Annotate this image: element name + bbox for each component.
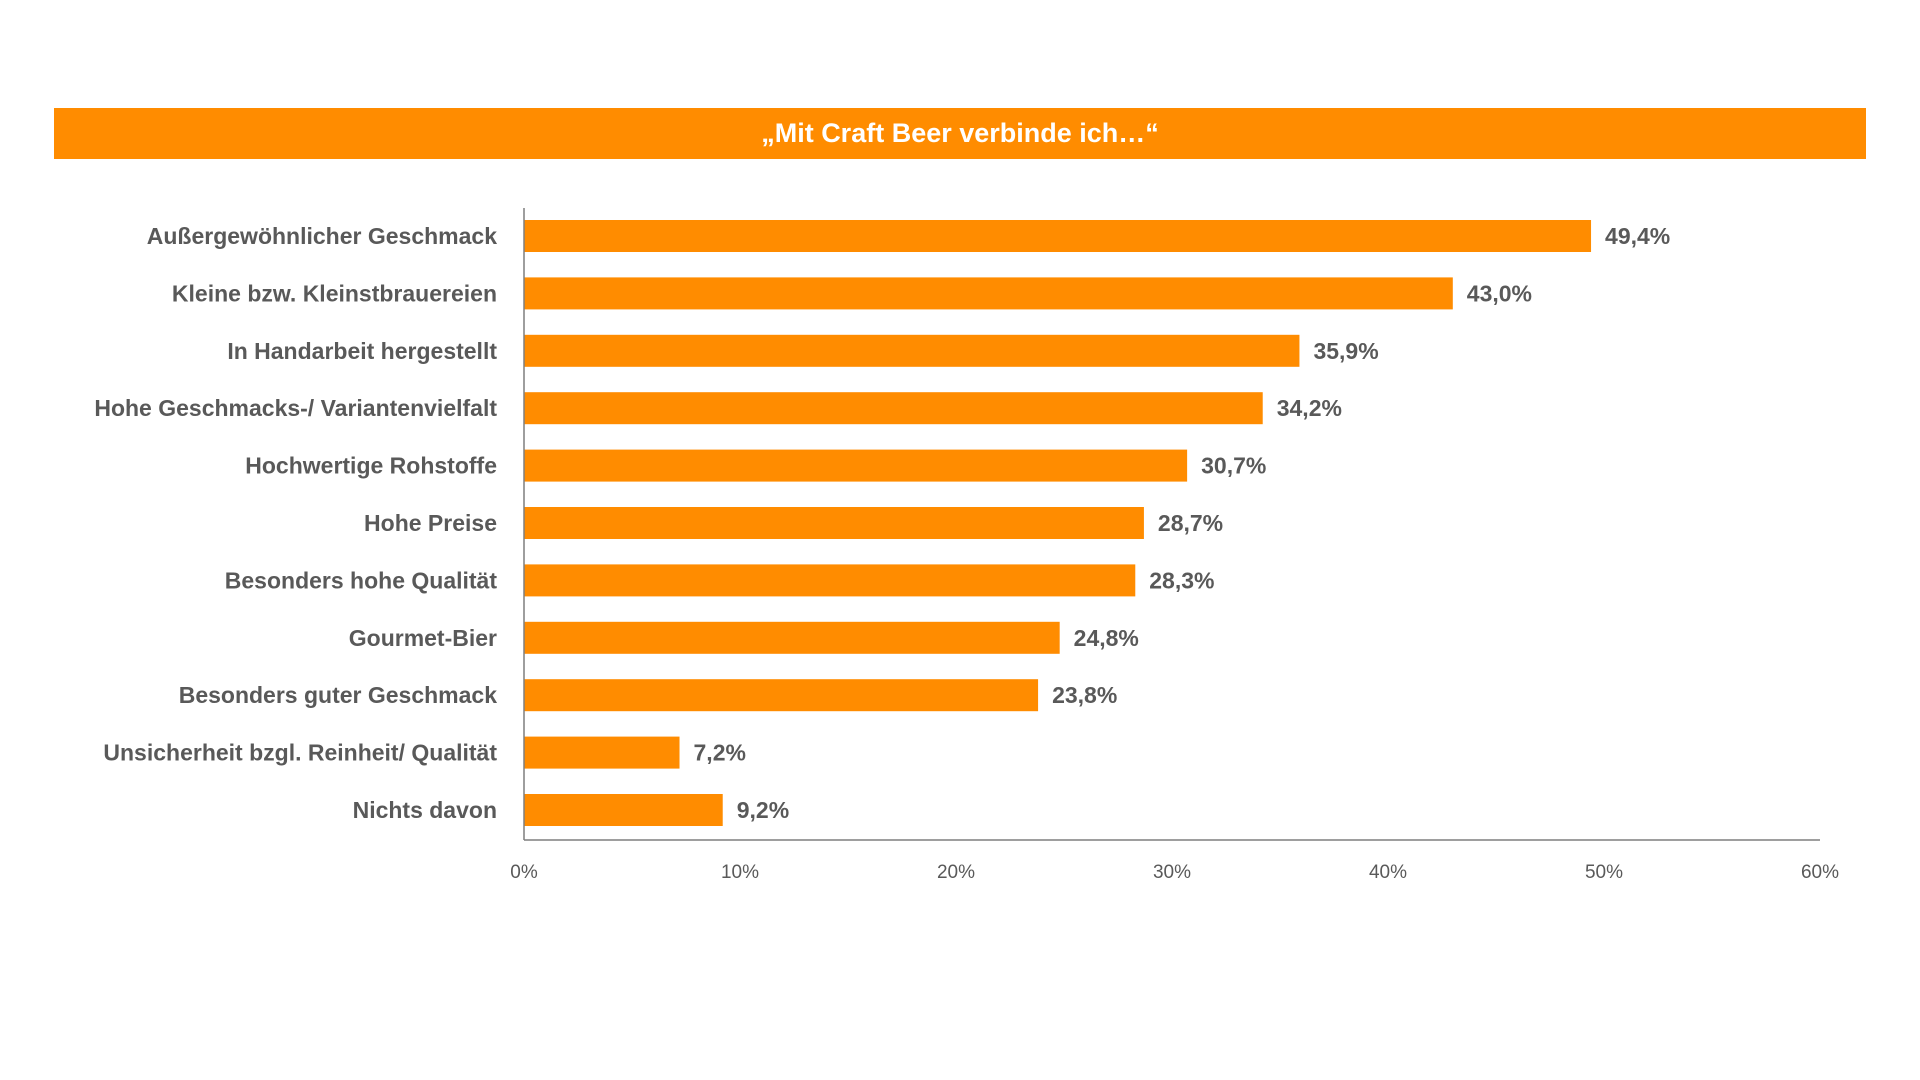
bar bbox=[524, 334, 1300, 367]
category-label: Hochwertige Rohstoffe bbox=[245, 453, 497, 479]
x-tick-label: 40% bbox=[1369, 862, 1407, 883]
data-label: 49,4% bbox=[1605, 223, 1670, 249]
data-label: 34,2% bbox=[1277, 395, 1342, 421]
category-label: Unsicherheit bzgl. Reinheit/ Qualität bbox=[103, 740, 497, 766]
bar bbox=[524, 564, 1136, 597]
bar bbox=[524, 277, 1453, 310]
x-tick-label: 20% bbox=[937, 862, 975, 883]
bar bbox=[524, 507, 1144, 539]
category-label: In Handarbeit hergestellt bbox=[227, 338, 497, 364]
category-label: Hohe Preise bbox=[364, 510, 497, 536]
data-label: 7,2% bbox=[694, 740, 746, 766]
bar bbox=[524, 621, 1060, 654]
x-tick-label: 30% bbox=[1153, 862, 1191, 883]
bar bbox=[524, 392, 1263, 425]
x-tick-label: 60% bbox=[1801, 862, 1839, 883]
category-label: Hohe Geschmacks-/ Variantenvielfalt bbox=[94, 395, 497, 421]
category-label: Außergewöhnlicher Geschmack bbox=[147, 223, 497, 249]
data-label: 23,8% bbox=[1052, 682, 1117, 708]
data-label: 24,8% bbox=[1074, 625, 1139, 651]
category-label: Besonders guter Geschmack bbox=[179, 682, 498, 708]
data-label: 30,7% bbox=[1201, 453, 1266, 479]
data-label: 28,7% bbox=[1158, 510, 1223, 536]
bar bbox=[524, 220, 1592, 252]
x-tick-label: 10% bbox=[721, 862, 759, 883]
bar bbox=[524, 679, 1039, 712]
category-label: Besonders hohe Qualität bbox=[225, 567, 498, 593]
category-label: Gourmet-Bier bbox=[349, 625, 497, 651]
data-label: 9,2% bbox=[737, 797, 789, 823]
x-tick-label: 0% bbox=[510, 862, 538, 883]
data-label: 28,3% bbox=[1149, 567, 1214, 593]
bar bbox=[524, 449, 1188, 482]
data-label: 35,9% bbox=[1313, 338, 1378, 364]
category-label: Kleine bzw. Kleinstbrauereien bbox=[172, 280, 497, 306]
x-tick-label: 50% bbox=[1585, 862, 1623, 883]
bar bbox=[524, 794, 723, 826]
category-label: Nichts davon bbox=[353, 797, 497, 823]
data-label: 43,0% bbox=[1467, 280, 1532, 306]
bar bbox=[524, 736, 680, 769]
chart-title-banner: „Mit Craft Beer verbinde ich…“ bbox=[54, 108, 1866, 159]
